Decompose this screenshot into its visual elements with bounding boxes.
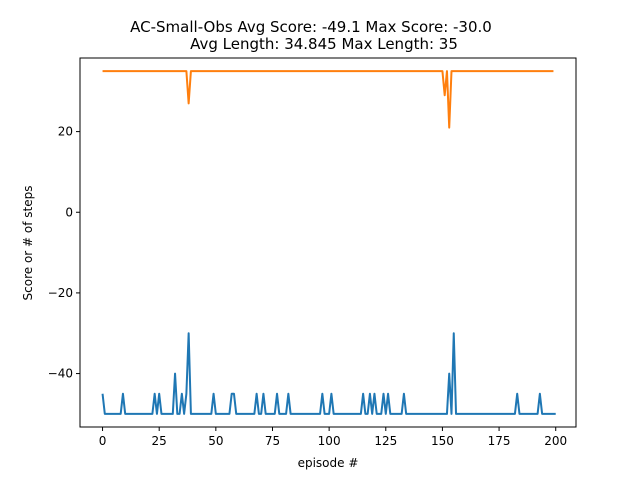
series-layer bbox=[101, 70, 556, 415]
x-tick-label: 75 bbox=[265, 434, 280, 448]
series-line-1 bbox=[101, 332, 556, 415]
plot-frame bbox=[79, 57, 577, 428]
x-tick-label: 125 bbox=[374, 434, 397, 448]
axis-layer: 0 25 50 75 100 125 150 175 200 −40 −20 0 20 bbox=[48, 125, 568, 448]
y-axis-label: Score or # of steps bbox=[21, 186, 35, 301]
x-tick-label: 200 bbox=[544, 434, 567, 448]
y-tick-label: 20 bbox=[58, 125, 73, 139]
series-line-2 bbox=[102, 70, 554, 129]
x-tick-label: 0 bbox=[99, 434, 107, 448]
x-axis-label: episode # bbox=[298, 456, 359, 470]
y-tick-label: −20 bbox=[48, 286, 73, 300]
y-tick-label: −40 bbox=[48, 367, 73, 381]
x-tick-label: 25 bbox=[152, 434, 167, 448]
x-tick-label: 175 bbox=[488, 434, 511, 448]
x-tick-label: 50 bbox=[208, 434, 223, 448]
x-tick-label: 100 bbox=[318, 434, 341, 448]
y-tick-label: 0 bbox=[65, 205, 73, 219]
x-tick-label: 150 bbox=[431, 434, 454, 448]
chart-title-line-1: AC-Small-Obs Avg Score: -49.1 Max Score:… bbox=[130, 18, 492, 36]
chart-title-line-2: Avg Length: 34.845 Max Length: 35 bbox=[190, 35, 458, 53]
